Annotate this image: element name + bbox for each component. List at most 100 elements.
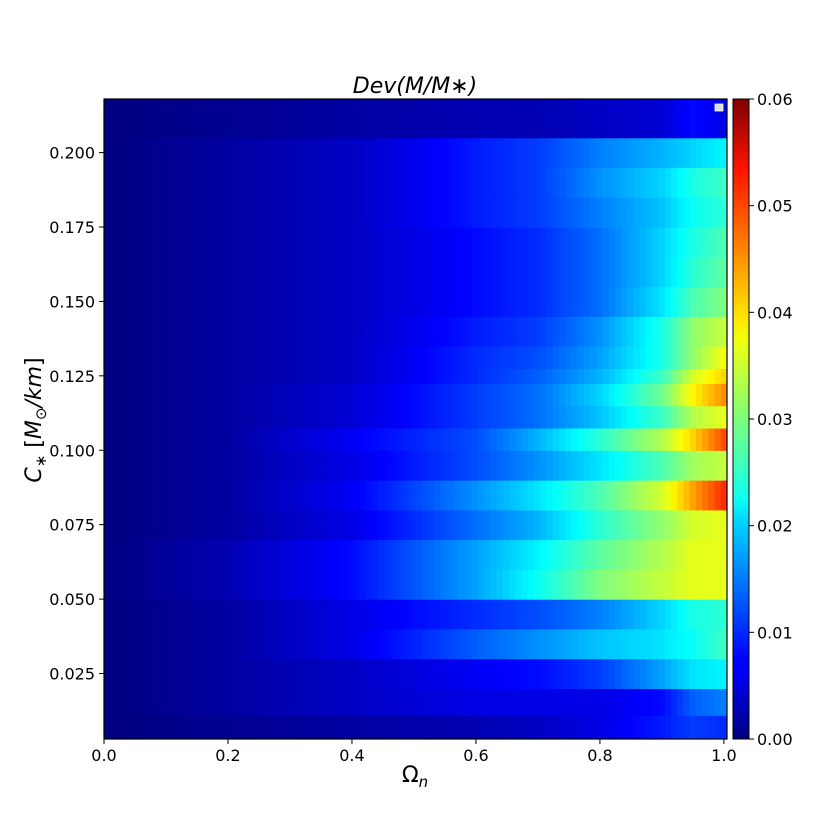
heatmap-cell	[471, 509, 479, 541]
heatmap-cell	[290, 715, 298, 739]
heatmap-cell	[614, 256, 622, 288]
heatmap-cell	[434, 509, 442, 541]
heatmap-cell	[141, 99, 149, 139]
heatmap-cell	[658, 383, 666, 407]
x-tick-label: 0.2	[215, 746, 240, 765]
heatmap-cell	[297, 368, 304, 384]
heatmap-cell	[695, 99, 703, 139]
heatmap-cell	[427, 286, 435, 317]
heatmap-cell	[403, 427, 410, 451]
heatmap-cell	[484, 316, 491, 347]
heatmap-cell	[191, 256, 199, 288]
heatmap-cell	[627, 509, 635, 541]
heatmap-cell	[147, 715, 155, 739]
heatmap-cell	[415, 715, 423, 739]
heatmap-cell	[135, 688, 142, 716]
heatmap-cell	[421, 383, 429, 407]
heatmap-cell	[253, 658, 261, 689]
heatmap-cell	[265, 688, 273, 716]
heatmap-cell	[459, 167, 466, 198]
heatmap-cell	[695, 137, 703, 169]
heatmap-cell	[178, 427, 186, 451]
heatmap-cell	[540, 658, 547, 689]
heatmap-cell	[284, 383, 292, 407]
heatmap-cell	[515, 197, 523, 228]
heatmap-cell	[203, 715, 211, 739]
heatmap-cell	[459, 99, 466, 139]
heatmap-cell	[452, 569, 460, 600]
heatmap-cell	[110, 346, 118, 369]
heatmap-cell	[128, 137, 136, 169]
heatmap-cell	[272, 480, 280, 511]
heatmap-cell	[683, 450, 691, 481]
heatmap-cell	[315, 628, 323, 660]
heatmap-cell	[135, 368, 142, 384]
heatmap-cell	[166, 628, 174, 660]
heatmap-cell	[664, 167, 672, 198]
heatmap-cell	[315, 286, 323, 317]
heatmap-cell	[670, 99, 678, 139]
heatmap-cell	[415, 509, 423, 541]
heatmap-cell	[583, 368, 591, 384]
heatmap-cell	[533, 99, 541, 139]
heatmap-cell	[465, 316, 473, 347]
heatmap-cell	[122, 688, 130, 716]
heatmap-cell	[596, 99, 603, 139]
heatmap-cell	[664, 368, 672, 384]
heatmap-cell	[608, 383, 616, 407]
heatmap-cell	[596, 167, 603, 198]
heatmap-cell	[216, 368, 223, 384]
heatmap-cell	[178, 688, 186, 716]
heatmap-cell	[340, 256, 348, 288]
heatmap-cell	[315, 480, 323, 511]
heatmap-cell	[533, 368, 541, 384]
heatmap-cell	[558, 427, 566, 451]
heatmap-cell	[128, 227, 136, 258]
heatmap-cell	[365, 256, 373, 288]
heatmap-cell	[141, 316, 149, 347]
heatmap-cell	[484, 509, 491, 541]
heatmap-cell	[209, 368, 217, 384]
heatmap-cell	[621, 383, 628, 407]
heatmap-cell	[702, 383, 709, 407]
heatmap-cell	[166, 383, 174, 407]
heatmap-cell	[596, 688, 603, 716]
heatmap-cell	[683, 368, 691, 384]
heatmap-cell	[571, 316, 579, 347]
heatmap-cell	[508, 569, 516, 600]
heatmap-cell	[646, 316, 653, 347]
heatmap-cell	[484, 480, 491, 511]
heatmap-cell	[490, 569, 498, 600]
heatmap-cell	[521, 256, 529, 288]
heatmap-cell	[664, 99, 672, 139]
heatmap-cell	[191, 715, 199, 739]
heatmap-cell	[434, 715, 442, 739]
heatmap-cell	[633, 450, 641, 481]
heatmap-cell	[209, 658, 217, 689]
heatmap-cell	[720, 197, 727, 228]
heatmap-cell	[720, 99, 727, 139]
heatmap-cell	[104, 539, 111, 570]
heatmap-cell	[153, 688, 161, 716]
heatmap-cell	[677, 427, 684, 451]
heatmap-cell	[209, 599, 217, 630]
heatmap-cell	[627, 715, 635, 739]
heatmap-cell	[621, 688, 628, 716]
heatmap-cell	[328, 286, 336, 317]
heatmap-cell	[670, 628, 678, 660]
heatmap-cell	[496, 628, 504, 660]
heatmap-cell	[284, 99, 292, 139]
heatmap-cell	[683, 227, 691, 258]
heatmap-cell	[378, 383, 385, 407]
heatmap-cell	[552, 628, 560, 660]
x-tick-label: 1.0	[711, 746, 736, 765]
heatmap-cell	[546, 383, 554, 407]
heatmap-cell	[477, 599, 485, 630]
heatmap-cell	[714, 509, 722, 541]
heatmap-cell	[577, 405, 585, 429]
heatmap-cell	[265, 539, 273, 570]
heatmap-cell	[521, 99, 529, 139]
heatmap-cell	[440, 383, 448, 407]
heatmap-cell	[259, 658, 267, 689]
